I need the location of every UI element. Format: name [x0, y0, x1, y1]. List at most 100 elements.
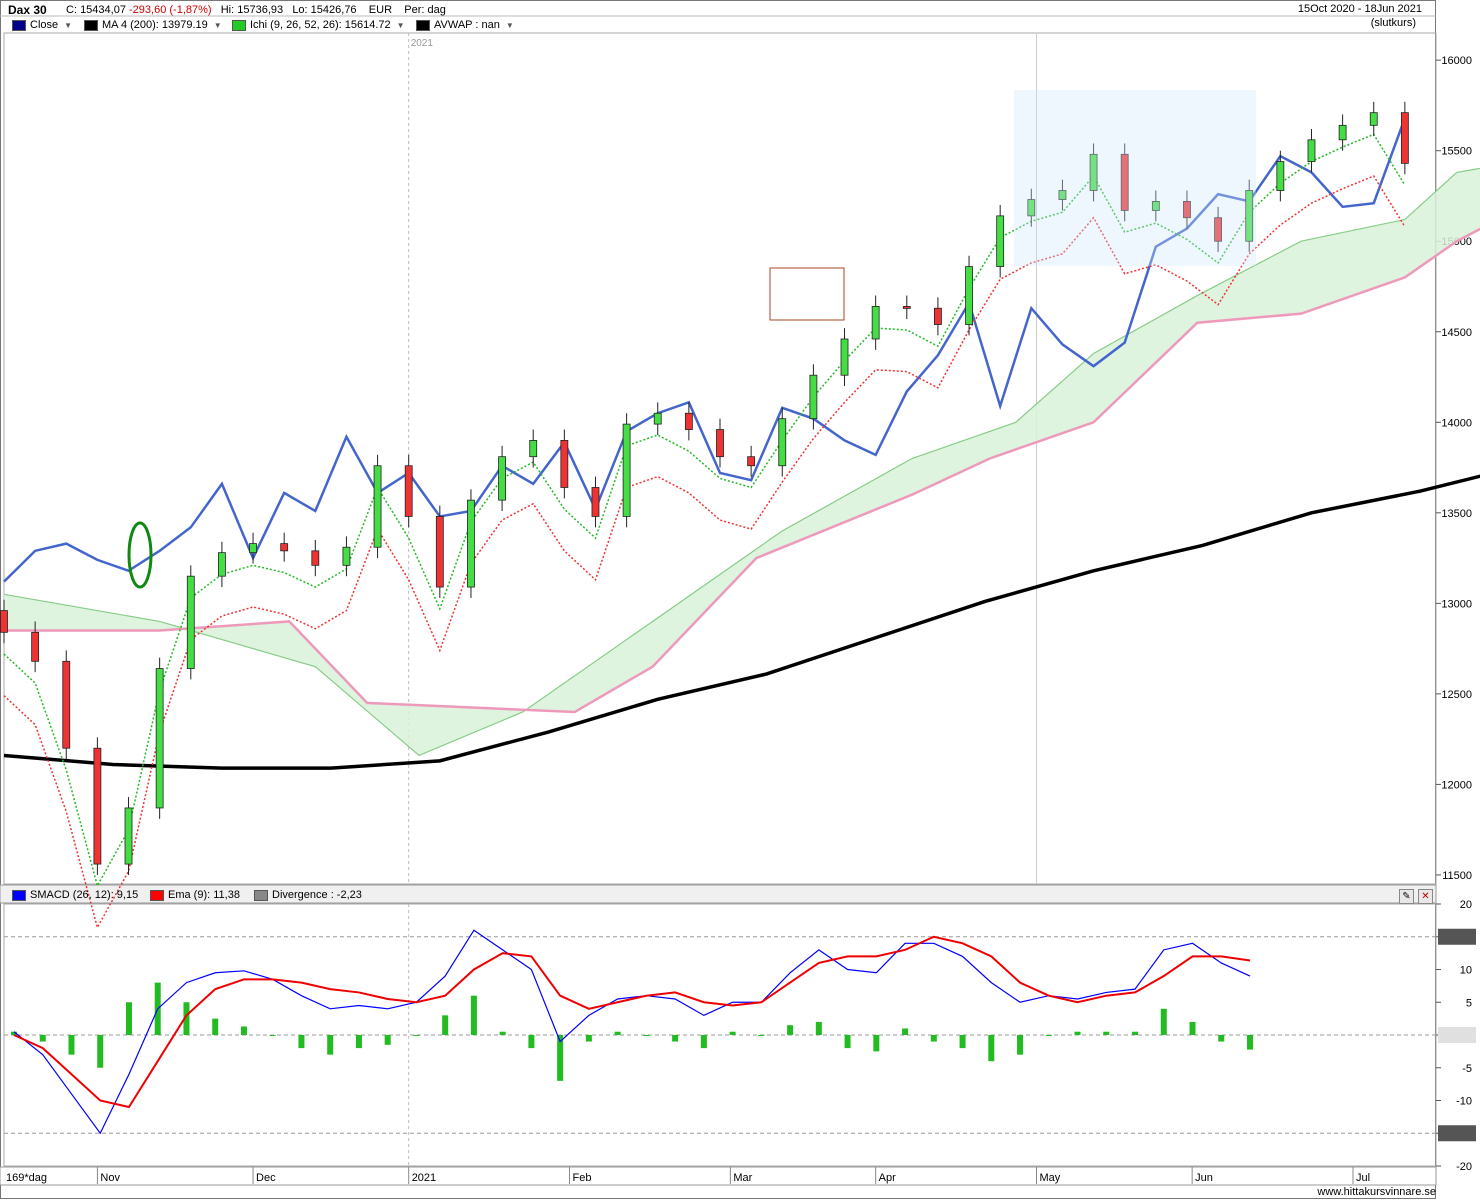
candle-down	[934, 307, 942, 325]
candle-up	[1369, 112, 1378, 126]
chevron-down-icon[interactable]: ▼	[213, 20, 222, 30]
candle-up	[778, 418, 787, 467]
currency: EUR	[368, 4, 393, 16]
divergence-bar	[298, 1035, 305, 1049]
divergence-bar	[499, 1031, 506, 1035]
divergence-bar	[557, 1035, 564, 1081]
divergence-bar	[988, 1035, 995, 1062]
macd-legend-bar	[0, 884, 1437, 904]
y-tick-label: 12500	[1441, 689, 1472, 701]
legend-close[interactable]: Close ▼	[12, 19, 72, 31]
legend-avwap[interactable]: AVWAP : nan ▼	[416, 19, 514, 31]
candle-up	[965, 266, 973, 325]
smacd-swatch	[12, 889, 26, 901]
divergence-bar	[240, 1026, 247, 1035]
macd-y-tick-label: -10	[1456, 1096, 1472, 1108]
candle-down	[404, 465, 413, 517]
macd-value-tag	[1438, 1125, 1476, 1142]
legend-ichimoku-label: Ichi (9, 26, 52, 26): 15614.72	[250, 19, 391, 31]
candle-down	[311, 550, 320, 566]
volume-profile-area	[1014, 90, 1256, 266]
candle-down	[280, 543, 289, 552]
legend-ema-label: Ema (9): 11,38	[168, 889, 240, 901]
candle-up	[1338, 124, 1347, 141]
close-swatch	[12, 19, 26, 31]
candle-up	[1058, 190, 1067, 200]
year-marker-label: 2021	[411, 38, 434, 49]
settings-icon[interactable]: ✎	[1399, 889, 1414, 904]
candle-down	[902, 306, 911, 309]
chevron-down-icon[interactable]: ▼	[64, 20, 73, 30]
candle-down	[435, 516, 444, 588]
legend-divergence[interactable]: Divergence : -2,23	[254, 889, 362, 901]
divergence-bar	[11, 1031, 17, 1035]
candle-down	[0, 610, 8, 633]
change-value: -293,60 (-1,87%)	[129, 4, 212, 16]
legend-ema[interactable]: Ema (9): 11,38	[150, 889, 240, 901]
divergence-bar	[815, 1021, 822, 1035]
divergence-bar	[700, 1035, 707, 1049]
divergence-bar	[1132, 1031, 1139, 1035]
legend-ma[interactable]: MA 4 (200): 13979.19 ▼	[84, 19, 222, 31]
candle-down	[684, 412, 693, 430]
candle-up	[996, 215, 1005, 267]
candle-up	[622, 423, 631, 517]
divergence-bar	[1045, 1035, 1052, 1036]
period: Per: dag	[404, 4, 446, 16]
legend-smacd[interactable]: SMACD (26, 12): 9,15	[12, 889, 138, 901]
divergence-bar	[1247, 1035, 1253, 1050]
divergence-bar	[959, 1035, 966, 1049]
high-value: 15736,93	[237, 4, 284, 16]
kijun-sen-line	[3, 175, 1406, 930]
divergence-bar	[1103, 1031, 1110, 1035]
y-tick-label: 13500	[1441, 508, 1472, 520]
macd-value-tag	[1438, 1027, 1476, 1043]
y-tick-label: 11500	[1442, 870, 1472, 882]
y-tick-label: 15500	[1441, 146, 1472, 158]
close-icon[interactable]: ✕	[1418, 889, 1433, 904]
legend-ma-label: MA 4 (200): 13979.19	[102, 19, 208, 31]
legend-smacd-label: SMACD (26, 12): 9,15	[30, 889, 139, 901]
candle-down	[716, 429, 724, 458]
candle-up	[840, 338, 849, 376]
divergence-bar	[97, 1035, 104, 1068]
chevron-down-icon[interactable]: ▼	[396, 20, 405, 30]
chevron-down-icon[interactable]: ▼	[505, 20, 514, 30]
candle-up	[529, 439, 538, 458]
divergence-bar	[873, 1035, 880, 1052]
low-value: 15426,76	[310, 4, 357, 16]
divergence-bar	[442, 1015, 449, 1035]
legend-ichimoku[interactable]: Ichi (9, 26, 52, 26): 15614.72 ▼	[232, 19, 405, 31]
legend-avwap-label: AVWAP : nan	[434, 19, 500, 31]
divergence-bar	[844, 1035, 851, 1049]
highlight-box	[769, 267, 845, 321]
ichimoku-swatch	[232, 19, 246, 31]
candle-up	[498, 456, 506, 501]
candle-up	[1276, 161, 1285, 191]
avwap-swatch	[416, 19, 430, 31]
month-label: Jun	[1195, 1172, 1213, 1184]
y-tick-label: 16000	[1441, 55, 1472, 67]
symbol-title: Dax 30	[8, 3, 47, 17]
candle-up	[1027, 199, 1036, 217]
divergence-bar	[758, 1035, 765, 1036]
chikou-close-line	[3, 117, 1407, 583]
candle-up	[1151, 200, 1160, 211]
candle-down	[560, 439, 569, 488]
price-panel-frame	[3, 32, 1437, 885]
candle-down	[1183, 200, 1191, 219]
divergence-bar	[68, 1035, 75, 1055]
ema-swatch	[150, 889, 164, 901]
candle-up	[871, 306, 880, 340]
smacd-line	[13, 929, 1251, 1135]
divergence-swatch	[254, 889, 268, 901]
candle-up	[1307, 139, 1316, 162]
divergence-bar	[327, 1035, 334, 1055]
candle-down	[31, 631, 40, 662]
candle-down	[1400, 112, 1409, 164]
period-label: 169*dag	[6, 1172, 47, 1184]
divergence-bar	[930, 1035, 937, 1042]
divergence-bar	[585, 1035, 592, 1042]
